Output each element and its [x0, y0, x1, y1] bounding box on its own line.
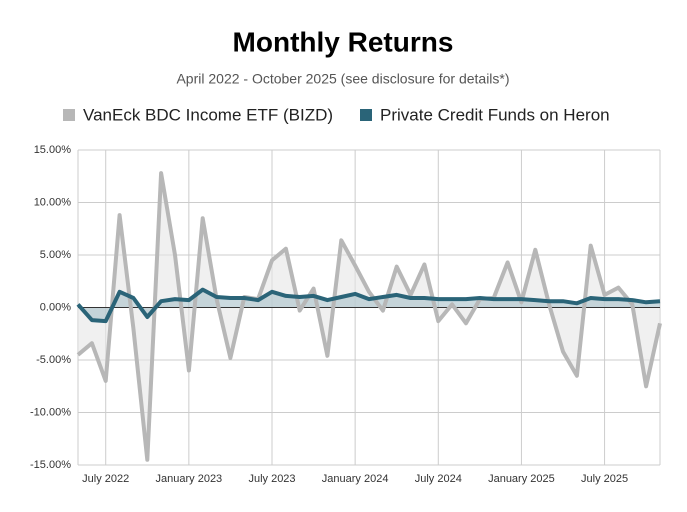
chart-title: Monthly Returns: [233, 26, 454, 57]
chart-subtitle: April 2022 - October 2025 (see disclosur…: [176, 71, 509, 87]
legend-label: Private Credit Funds on Heron: [380, 105, 610, 124]
y-tick-label: 15.00%: [34, 144, 72, 156]
x-tick-label: July 2022: [82, 473, 129, 485]
x-tick-label: July 2025: [581, 473, 628, 485]
y-tick-label: 10.00%: [34, 196, 72, 208]
x-tick-label: January 2025: [488, 473, 555, 485]
legend-swatch: [63, 109, 75, 121]
x-tick-label: January 2023: [156, 473, 223, 485]
y-tick-label: -5.00%: [36, 354, 71, 366]
y-tick-label: 5.00%: [40, 249, 71, 261]
line: [76, 171, 662, 462]
x-tick-label: July 2023: [248, 473, 295, 485]
y-tick-label: -10.00%: [30, 406, 71, 418]
line: [76, 287, 661, 324]
legend-swatch: [360, 109, 372, 121]
legend-label: VanEck BDC Income ETF (BIZD): [83, 105, 333, 124]
y-tick-label: 0.00%: [40, 301, 71, 313]
x-tick-label: January 2024: [322, 473, 389, 485]
x-tick-label: July 2024: [415, 473, 462, 485]
y-tick-label: -15.00%: [30, 459, 71, 471]
area: [78, 289, 660, 322]
area: [78, 173, 660, 460]
